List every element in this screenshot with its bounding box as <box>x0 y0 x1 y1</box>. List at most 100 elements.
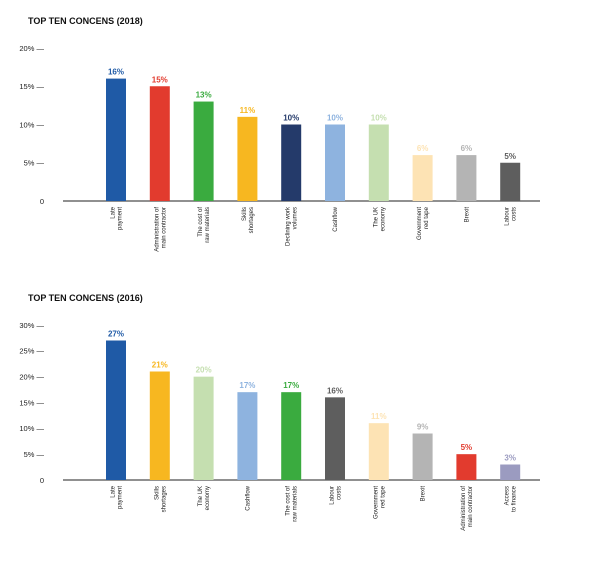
chart-0-data-label: 16% <box>108 68 124 77</box>
chart-0-category-label: Cashflow <box>333 206 339 231</box>
chart-1-ytick: 0 <box>40 476 44 485</box>
chart-0-bar <box>237 116 258 201</box>
chart-0-data-label: 10% <box>283 114 299 123</box>
chart-0-bar <box>368 124 389 201</box>
chart-1-category-label-line: Administration of <box>461 486 467 531</box>
chart-0-ytick: 10% — <box>19 120 44 129</box>
chart-0-category-label: Government red tape <box>417 206 430 240</box>
chart-1-category-label-line: Skills <box>154 486 160 500</box>
chart-0-ytick: 20% — <box>19 44 44 53</box>
chart-1-bar <box>412 433 433 480</box>
chart-0-category-label-line: red tape <box>424 206 430 229</box>
chart-0-bar <box>149 86 170 201</box>
chart-0-data-label: 6% <box>417 144 429 153</box>
chart-0-bar <box>281 124 302 201</box>
chart-0-category-label: The cost of raw materials <box>198 207 211 243</box>
chart-0-category-label-line: Labour <box>505 207 511 226</box>
chart-1-bar <box>106 340 126 480</box>
chart-0-data-label: 13% <box>196 91 212 100</box>
chart-1-category-label: The UK economy <box>198 486 211 510</box>
chart-0-category-label-line: Skills <box>242 207 248 221</box>
chart-1-data-label: 16% <box>327 386 343 395</box>
chart-1-category-label: Government red tape <box>373 485 386 519</box>
chart-1-bar <box>500 464 521 480</box>
chart-0-category-label-line: Government <box>417 207 423 240</box>
chart-0-category-label-line: economy <box>380 207 386 231</box>
chart-1-category-label-line: to finance <box>512 485 518 512</box>
chart-0-category-label-line: Declining work <box>286 206 292 246</box>
chart-0-data-label: 10% <box>371 114 387 123</box>
chart-0-bar <box>412 155 433 201</box>
chart-0-bar <box>325 124 345 201</box>
chart-0-category-label-line: payment <box>118 207 124 230</box>
chart-0-category-label: Skills shortages <box>242 207 255 233</box>
chart-1-category-label: Cashflow <box>245 485 251 510</box>
chart-1-data-label: 20% <box>196 366 212 375</box>
chart-0-category-label-line: The UK <box>373 207 379 227</box>
chart-1-data-label: 3% <box>504 454 516 463</box>
chart-1-category-label: Administration of main contractor <box>461 486 474 531</box>
chart-0-category-label: Labour costs <box>505 207 518 226</box>
chart-1-ytick: 15% — <box>19 398 44 407</box>
chart-1-data-label: 11% <box>371 412 387 421</box>
chart-0-category-label: Brexit <box>464 207 470 223</box>
chart-1-data-label: 5% <box>461 443 473 452</box>
chart-0-bar <box>456 155 477 201</box>
chart-1-category-label-line: economy <box>205 486 211 510</box>
chart-0-category-label-line: Brexit <box>464 207 470 223</box>
chart-1-category-label-line: payment <box>118 486 124 509</box>
chart-1-category-label-line: The UK <box>198 486 204 506</box>
chart-0-category-label: Declining work volumes <box>286 206 299 246</box>
chart-0-ytick: 15% — <box>19 82 44 91</box>
chart-0-category-label-line: costs <box>512 207 518 221</box>
chart-0-category-label-line: The cost of <box>198 207 204 237</box>
chart-0-category-label-line: raw materials <box>205 207 211 243</box>
chart-0-data-label: 15% <box>152 75 168 84</box>
chart-0-category-label-line: shortages <box>249 207 255 233</box>
chart-1-category-label-line: main contractor <box>468 486 474 527</box>
chart-0-title: TOP TEN CONCENS (2018) <box>28 16 143 26</box>
chart-0-category-label-line: Late <box>111 206 117 218</box>
chart-1-category-label-line: raw materials <box>293 486 299 522</box>
chart-1-category-label-line: Cashflow <box>245 485 251 510</box>
chart-1-data-label: 17% <box>239 381 255 390</box>
chart-1-ytick: 5% — <box>24 450 45 459</box>
chart-1-category-label-line: Brexit <box>421 486 427 502</box>
chart-1-data-label: 27% <box>108 330 124 339</box>
chart-1-category-label: Skills shortages <box>154 486 167 512</box>
chart-1-bar <box>281 392 302 480</box>
chart-1-ytick: 25% — <box>19 347 44 356</box>
chart-1-category-label: Brexit <box>421 486 427 502</box>
chart-0-bar <box>106 78 126 201</box>
chart-1-data-label: 9% <box>417 423 429 432</box>
chart-1-category-label-line: Late <box>111 485 117 497</box>
chart-1-data-label: 21% <box>152 361 168 370</box>
chart-1-category-label-line: Labour <box>330 486 336 505</box>
chart-1-bar <box>237 392 258 480</box>
chart-1-category-label: The cost of raw materials <box>286 486 299 522</box>
chart-1-data-label: 17% <box>283 381 299 390</box>
chart-1-category-label: Labour costs <box>330 486 343 505</box>
chart-1-bar <box>193 376 214 480</box>
chart-1-ytick: 10% — <box>19 424 44 433</box>
chart-0-category-label-line: Administration of <box>154 207 160 252</box>
chart-1-title: TOP TEN CONCENS (2016) <box>28 293 143 303</box>
chart-1-category-label-line: The cost of <box>286 486 292 516</box>
chart-1-category-label-line: Government <box>373 486 379 519</box>
chart-0-bar <box>193 101 214 201</box>
chart-1-category-label-line: costs <box>337 486 343 500</box>
chart-0-category-label-line: Cashflow <box>333 206 339 231</box>
chart-1-category-label-line: Access <box>505 486 511 505</box>
chart-1-bar <box>456 454 477 480</box>
chart-1-bar <box>149 371 170 480</box>
chart-0-ytick: 0 <box>40 197 44 206</box>
chart-0-category-label: Administration of main contractor <box>154 207 167 252</box>
chart-0-data-label: 11% <box>240 106 256 115</box>
chart-0-category-label-line: main contractor <box>161 207 167 248</box>
chart-0-category-label: The UK economy <box>373 207 386 231</box>
chart-0-ytick: 5% — <box>24 159 45 168</box>
chart-1-category-label: Access to finance <box>505 485 518 512</box>
chart-1-ytick: 30% — <box>19 321 44 330</box>
